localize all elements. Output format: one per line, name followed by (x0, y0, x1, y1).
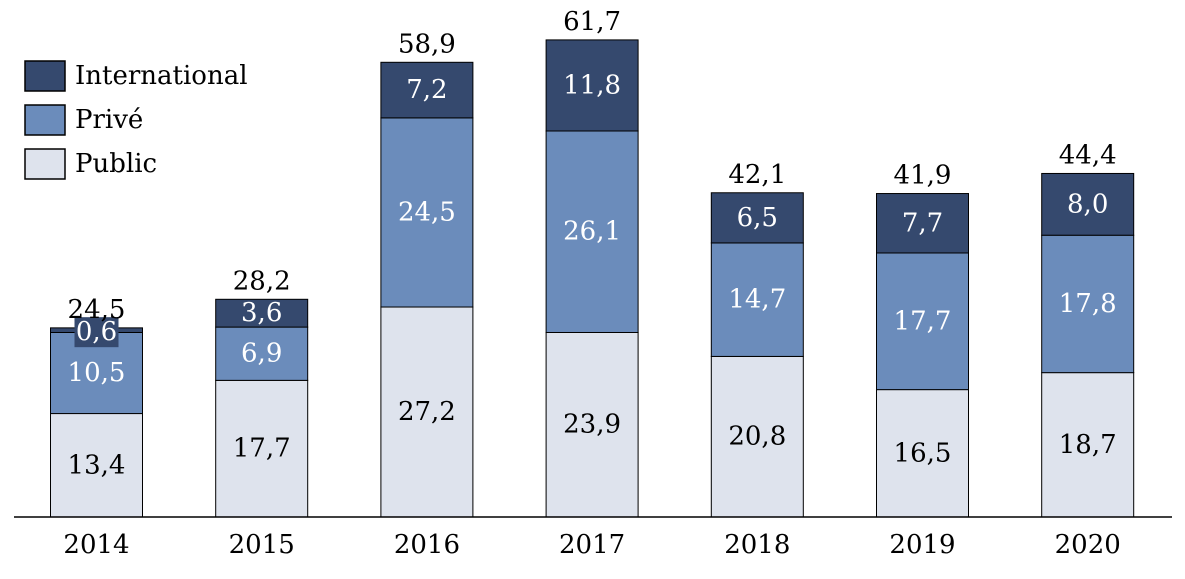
segment-label-public-2016: 27,2 (398, 397, 456, 427)
segment-label-international-2018: 6,5 (737, 203, 778, 233)
x-tick-label-2016: 2016 (394, 530, 460, 560)
bar-segment-international-2017 (545, 39, 639, 132)
bar-segment-public-2016 (380, 306, 474, 518)
x-tick-labels: 2014 2015 2016 2017 2018 2019 2020 (63, 530, 1120, 560)
bar-segment-prive-2016 (380, 117, 474, 308)
total-label-2015: 28,2 (233, 266, 291, 296)
x-tick-label-2019: 2019 (889, 530, 955, 560)
legend: International Privé Public (24, 60, 248, 180)
labels-layer: 13,410,50,624,517,76,93,628,227,224,57,2… (68, 7, 1117, 480)
segment-label-public-2017: 23,9 (563, 410, 621, 440)
segment-label-international-2014: 0,6 (76, 317, 117, 347)
x-tick-label-2020: 2020 (1055, 530, 1121, 560)
bar-segment-public-2018 (710, 355, 804, 518)
legend-label-public: Public (75, 149, 157, 179)
segment-label-prive-2015: 6,9 (241, 339, 282, 369)
total-label-2014: 24,5 (68, 295, 126, 325)
segment-label-prive-2019: 17,7 (894, 306, 952, 336)
total-label-2020: 44,4 (1059, 140, 1117, 170)
segment-label-prive-2014: 10,5 (68, 358, 126, 388)
bar-segment-prive-2015 (215, 326, 309, 381)
bars-layer (50, 39, 1135, 518)
bar-segment-public-2020 (1041, 372, 1135, 518)
total-label-2018: 42,1 (728, 160, 786, 190)
segment-label-international-2015: 3,6 (241, 298, 282, 328)
segment-label-public-2014: 13,4 (68, 450, 126, 480)
x-tick-label-2017: 2017 (559, 530, 625, 560)
segment-label-bg-international-2014 (74, 317, 119, 348)
segment-label-international-2017: 11,8 (563, 70, 621, 100)
bar-segment-public-2014 (50, 413, 143, 518)
x-tick-label-2018: 2018 (724, 530, 790, 560)
bar-segment-prive-2018 (710, 242, 804, 357)
legend-swatch-public (24, 148, 66, 180)
segment-label-public-2019: 16,5 (894, 438, 952, 468)
total-label-2016: 58,9 (398, 29, 456, 59)
segment-label-international-2016: 7,2 (406, 75, 447, 105)
segment-label-international-2020: 8,0 (1067, 189, 1108, 219)
bar-segment-international-2019 (876, 193, 969, 254)
legend-label-international: International (75, 61, 248, 91)
segment-label-prive-2017: 26,1 (563, 217, 621, 247)
bar-segment-public-2015 (215, 379, 309, 518)
bar-segment-public-2017 (545, 331, 639, 518)
bar-segment-prive-2017 (545, 130, 639, 333)
legend-swatch-prive (24, 104, 66, 136)
x-tick-label-2014: 2014 (63, 530, 129, 560)
x-tick-label-2015: 2015 (229, 530, 295, 560)
total-label-2019: 41,9 (894, 161, 952, 191)
bar-segment-international-2016 (380, 61, 474, 119)
segment-label-prive-2020: 17,8 (1059, 289, 1117, 319)
segment-label-public-2020: 18,7 (1059, 430, 1117, 460)
segment-label-prive-2018: 14,7 (728, 285, 786, 315)
legend-label-prive: Privé (75, 105, 143, 135)
bar-segment-international-2018 (710, 192, 804, 244)
bar-segment-prive-2019 (876, 252, 969, 391)
legend-swatch-international (24, 60, 66, 92)
segment-label-international-2019: 7,7 (902, 208, 943, 238)
total-label-2017: 61,7 (563, 7, 621, 37)
segment-label-public-2015: 17,7 (233, 434, 291, 464)
segment-label-prive-2016: 24,5 (398, 197, 456, 227)
segment-label-public-2018: 20,8 (728, 422, 786, 452)
bar-segment-public-2019 (876, 389, 969, 518)
bar-segment-international-2020 (1041, 172, 1135, 236)
bar-segment-international-2015 (215, 298, 309, 328)
